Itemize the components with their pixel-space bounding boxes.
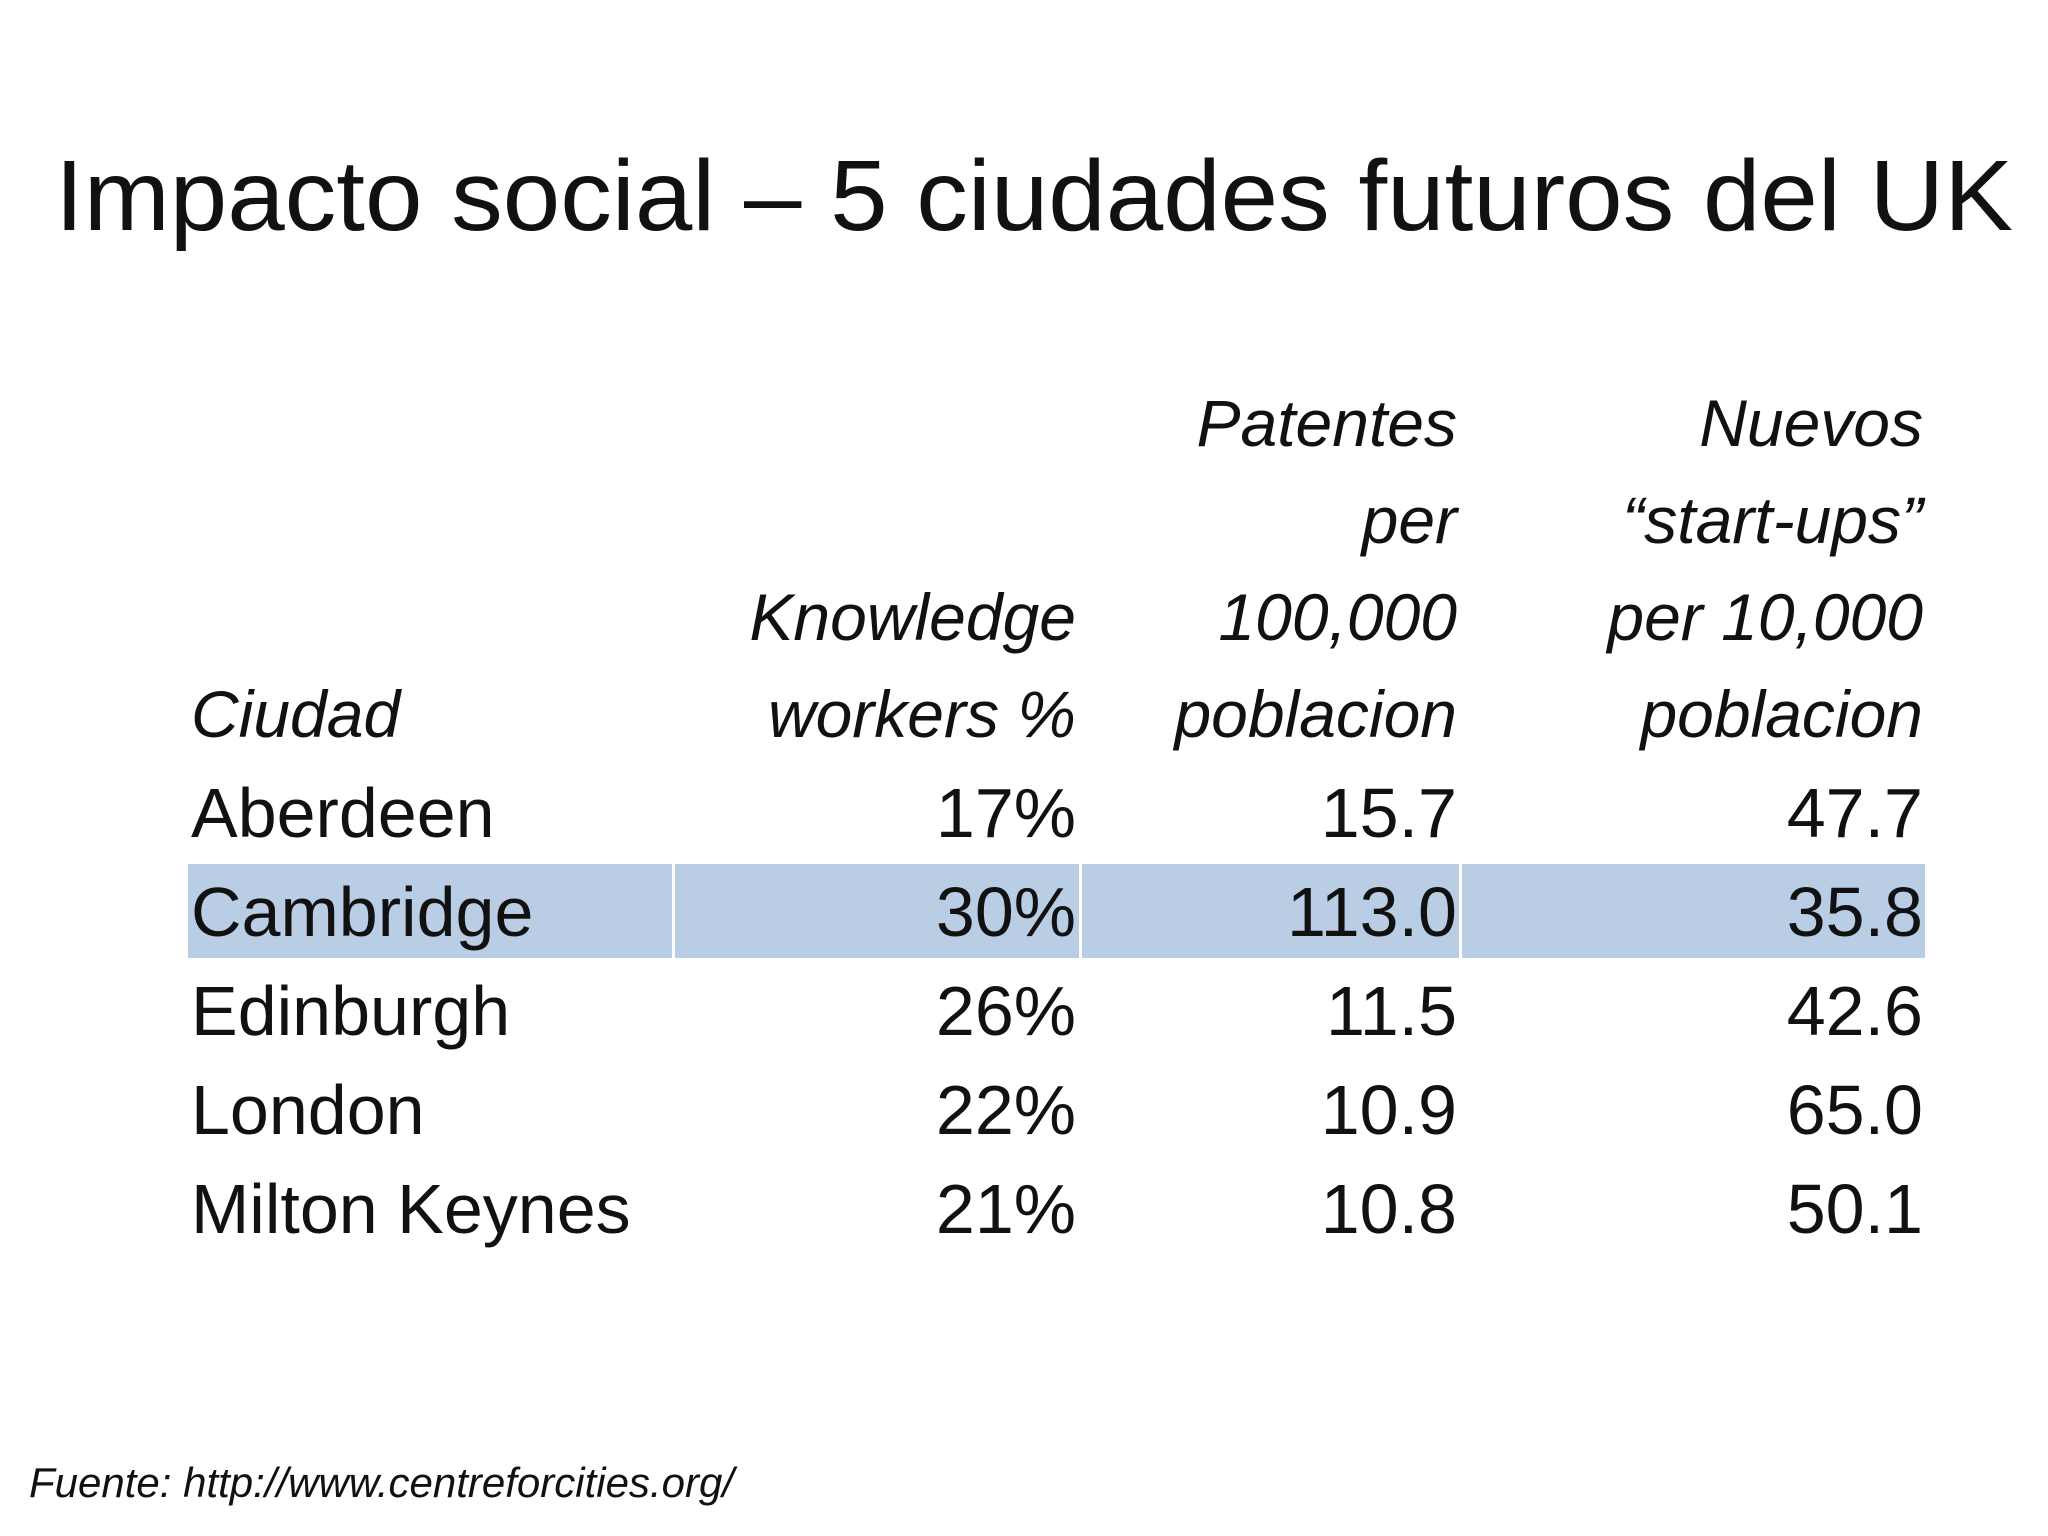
city-name: Aberdeen — [191, 774, 495, 852]
table-cell: 35.8 — [1787, 873, 1923, 951]
column-header: “start-ups” — [1622, 483, 1926, 557]
highlight-cell — [188, 864, 672, 958]
highlight-cell — [1082, 864, 1459, 958]
column-header: workers % — [768, 677, 1076, 751]
column-header: per — [1360, 483, 1460, 557]
city-name: Milton Keynes — [191, 1170, 631, 1248]
column-header: Knowledge — [749, 580, 1076, 654]
city-name: Cambridge — [191, 873, 533, 951]
table-cell: 42.6 — [1787, 972, 1923, 1050]
table-cell: 10.9 — [1321, 1071, 1457, 1149]
column-header: Ciudad — [191, 677, 402, 751]
table-cell: 65.0 — [1787, 1071, 1923, 1149]
table-cell: 10.8 — [1321, 1170, 1457, 1248]
table-cell: 15.7 — [1321, 774, 1457, 852]
table-cell: 11.5 — [1326, 972, 1457, 1050]
table-cell: 21% — [936, 1170, 1076, 1248]
city-name: Edinburgh — [191, 972, 510, 1050]
footer-source: Fuente: http://www.centreforcities.org/ — [29, 1459, 738, 1506]
table-cell: 26% — [936, 972, 1076, 1050]
table-cell: 113.0 — [1287, 873, 1457, 951]
column-header: poblacion — [1172, 677, 1457, 751]
slide-title: Impacto social – 5 ciudades futuros del … — [55, 140, 2013, 252]
column-header: 100,000 — [1218, 580, 1457, 654]
table-cell: 47.7 — [1787, 774, 1923, 852]
table-cell: 22% — [936, 1071, 1076, 1149]
table: Ciudad Knowledge workers % Patentes per 100,0… — [188, 386, 1926, 1248]
table-cell: 50.1 — [1787, 1170, 1923, 1248]
highlight-cell — [675, 864, 1079, 958]
highlight-cell — [1462, 864, 1925, 958]
table-cell: 30% — [936, 873, 1076, 951]
table-cell: 17% — [936, 774, 1076, 852]
column-header: Nuevos — [1699, 386, 1923, 460]
column-header: Patentes — [1196, 386, 1457, 460]
column-header: poblacion — [1638, 677, 1923, 751]
column-header: per 10,000 — [1605, 580, 1923, 654]
city-name: London — [191, 1071, 425, 1149]
